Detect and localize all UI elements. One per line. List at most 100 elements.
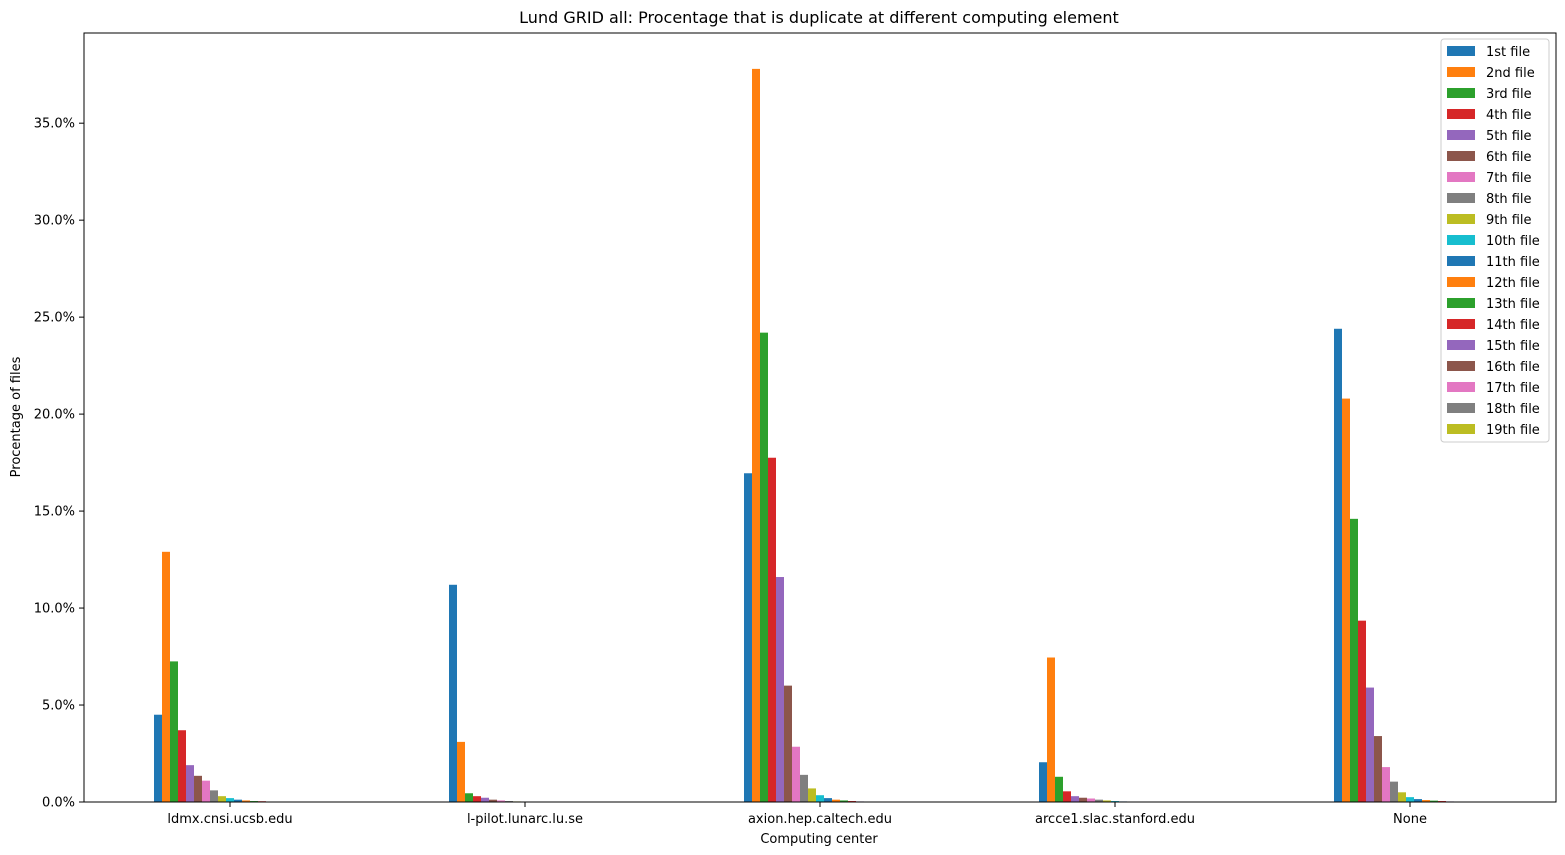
legend-label: 13th file (1486, 297, 1540, 312)
legend-swatch (1447, 256, 1475, 266)
bar-12-3 (832, 799, 840, 802)
y-tick-label: 0.0% (42, 796, 75, 811)
legend-swatch (1447, 88, 1475, 98)
y-tick-label: 30.0% (34, 214, 75, 229)
legend-swatch (1447, 151, 1475, 161)
legend-label: 7th file (1486, 171, 1532, 186)
legend-label: 3rd file (1486, 87, 1532, 102)
legend-swatch (1447, 172, 1475, 182)
bar-4-5 (1358, 620, 1366, 802)
plot-frame (83, 32, 1557, 803)
legend-swatch (1447, 424, 1475, 434)
legend-swatch (1447, 403, 1475, 413)
bar-8-1 (210, 790, 218, 802)
bar-3-4 (1055, 776, 1063, 802)
legend: 1st file 2nd file 3rd file 4th file 5th file… (1440, 38, 1550, 443)
legend-label: 5th file (1486, 129, 1532, 144)
bar-5-4 (1071, 796, 1079, 802)
y-tick-label: 20.0% (34, 408, 75, 423)
bar-7-4 (1087, 798, 1095, 802)
legend-label: 14th file (1486, 318, 1540, 333)
bar-6-1 (194, 775, 202, 802)
legend-swatch (1447, 46, 1475, 56)
legend-label: 16th file (1486, 360, 1540, 375)
x-axis-label: Computing center (760, 832, 878, 847)
bar-4-3 (768, 457, 776, 802)
bar-7-1 (202, 780, 210, 802)
bar-10-5 (1406, 797, 1414, 802)
y-tick-label: 10.0% (34, 602, 75, 617)
legend-label: 2nd file (1486, 66, 1535, 81)
bar-6-2 (489, 799, 497, 802)
bar-6-5 (1374, 736, 1382, 802)
bar-9-5 (1398, 792, 1406, 802)
legend-swatch (1447, 109, 1475, 119)
legend-label: 9th file (1486, 213, 1532, 228)
legend-label: 8th file (1486, 192, 1532, 207)
bar-2-3 (752, 68, 760, 802)
bar-3-1 (170, 661, 178, 802)
legend-label: 15th file (1486, 339, 1540, 354)
x-tick-label: l-pilot.lunarc.lu.se (467, 812, 583, 827)
bar-6-3 (784, 685, 792, 802)
y-axis-ticks: 0.0% 5.0% 10.0% 15.0% 20.0% 25.0% 30.0% 35.0% (34, 117, 84, 811)
bar-4-2 (473, 796, 481, 802)
bar-3-3 (760, 332, 768, 802)
bar-2-4 (1047, 657, 1055, 802)
bar-1-1 (154, 714, 162, 802)
bar-6-4 (1079, 797, 1087, 802)
legend-label: 19th file (1486, 423, 1540, 438)
legend-swatch (1447, 130, 1475, 140)
bar-1-5 (1334, 328, 1342, 802)
legend-label: 10th file (1486, 234, 1540, 249)
legend-swatch (1447, 382, 1475, 392)
bars-group (154, 68, 1478, 802)
x-tick-label: axion.hep.caltech.edu (748, 812, 892, 827)
bar-9-1 (218, 796, 226, 802)
legend-swatch (1447, 193, 1475, 203)
bar-8-5 (1390, 781, 1398, 802)
legend-swatch (1447, 67, 1475, 77)
y-tick-label: 35.0% (34, 117, 75, 132)
legend-swatch (1447, 214, 1475, 224)
legend-label: 1st file (1486, 45, 1530, 60)
bar-7-2 (497, 800, 505, 802)
bar-4-4 (1063, 791, 1071, 802)
bar-5-5 (1366, 687, 1374, 802)
bar-7-5 (1382, 767, 1390, 802)
x-axis-ticks: ldmx.cnsi.ucsb.edu l-pilot.lunarc.lu.se ax… (167, 802, 1427, 827)
bar-4-1 (178, 730, 186, 802)
bar-3-5 (1350, 518, 1358, 802)
legend-label: 6th file (1486, 150, 1532, 165)
bar-2-5 (1342, 398, 1350, 802)
legend-swatch (1447, 298, 1475, 308)
bar-11-1 (234, 799, 242, 802)
bar-13-3 (840, 800, 848, 802)
bar-2-2 (457, 741, 465, 802)
y-axis-label: Procentage of files (9, 356, 24, 477)
bar-5-1 (186, 765, 194, 802)
chart-title: Lund GRID all: Procentage that is duplic… (519, 8, 1119, 27)
legend-swatch (1447, 319, 1475, 329)
bar-1-3 (744, 473, 752, 802)
bar-11-5 (1414, 799, 1422, 802)
bar-10-3 (816, 795, 824, 802)
y-tick-label: 25.0% (34, 311, 75, 326)
bar-1-2 (449, 584, 457, 802)
legend-swatch (1447, 340, 1475, 350)
bar-12-1 (242, 800, 250, 802)
x-tick-label: None (1393, 812, 1427, 827)
bar-2-1 (162, 551, 170, 802)
y-tick-label: 5.0% (42, 699, 75, 714)
bar-5-3 (776, 577, 784, 802)
x-tick-label: ldmx.cnsi.ucsb.edu (167, 812, 292, 827)
x-tick-label: arcce1.slac.stanford.edu (1035, 812, 1195, 827)
bar-10-1 (226, 798, 234, 802)
legend-label: 17th file (1486, 381, 1540, 396)
bar-12-5 (1422, 800, 1430, 802)
legend-label: 4th file (1486, 108, 1532, 123)
bar-11-3 (824, 798, 832, 802)
bar-5-2 (481, 797, 489, 802)
legend-label: 18th file (1486, 402, 1540, 417)
bar-3-2 (465, 793, 473, 802)
